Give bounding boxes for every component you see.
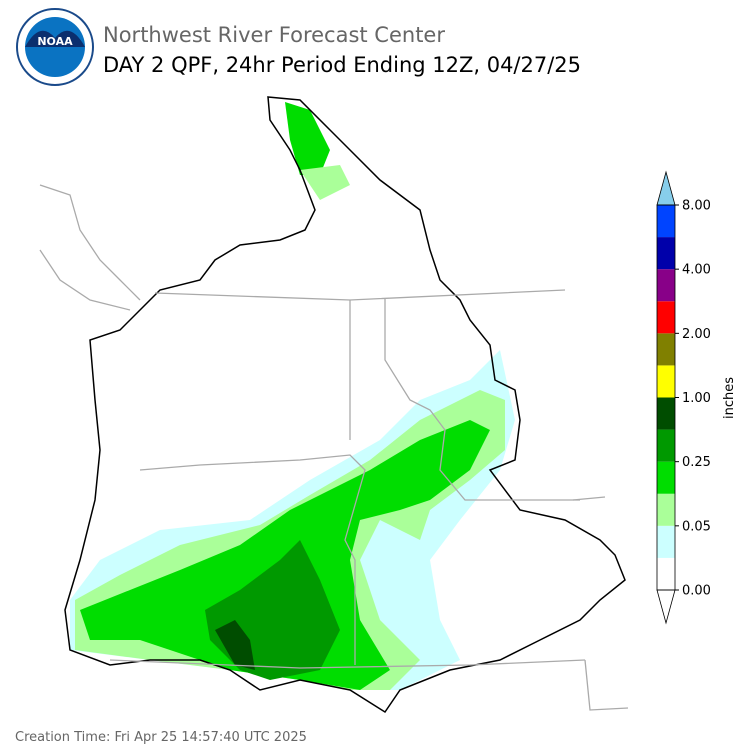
creation-time: Creation Time: Fri Apr 25 14:57:40 UTC 2…	[15, 730, 307, 745]
colorbar-tick-label: 1.00	[682, 391, 711, 406]
colorbar-segment	[657, 461, 675, 494]
colorbar-segment	[657, 397, 675, 430]
colorbar-segment	[657, 525, 675, 558]
colorbar-over	[656, 170, 676, 206]
colorbar-segment	[657, 557, 675, 590]
colorbar: 0.00 0.05 0.25 1.00 2.00 4.00 8.00	[656, 170, 711, 625]
colorbar-tick-label: 4.00	[682, 263, 711, 278]
colorbar-under	[656, 589, 676, 625]
colorbar-segment	[657, 269, 675, 302]
colorbar-segment	[657, 237, 675, 270]
map	[39, 96, 629, 714]
colorbar-segment	[657, 301, 675, 334]
svg-text:NOAA: NOAA	[37, 35, 73, 48]
colorbar-segment	[657, 493, 675, 526]
title: Northwest River Forecast Center	[103, 23, 445, 47]
colorbar-tick-label: 8.00	[682, 199, 711, 214]
colorbar-label: inches	[722, 377, 737, 419]
noaa-logo: NOAA	[16, 8, 94, 86]
subtitle: DAY 2 QPF, 24hr Period Ending 12Z, 04/27…	[103, 53, 581, 77]
colorbar-tick-label: 0.25	[682, 455, 711, 470]
colorbar-segment	[657, 365, 675, 398]
colorbar-tick-label: 0.05	[682, 519, 711, 534]
colorbar-segment	[657, 205, 675, 238]
colorbar-segment	[657, 429, 675, 462]
colorbar-tick-label: 0.00	[682, 584, 711, 599]
colorbar-segment	[657, 333, 675, 366]
colorbar-tick-label: 2.00	[682, 327, 711, 342]
